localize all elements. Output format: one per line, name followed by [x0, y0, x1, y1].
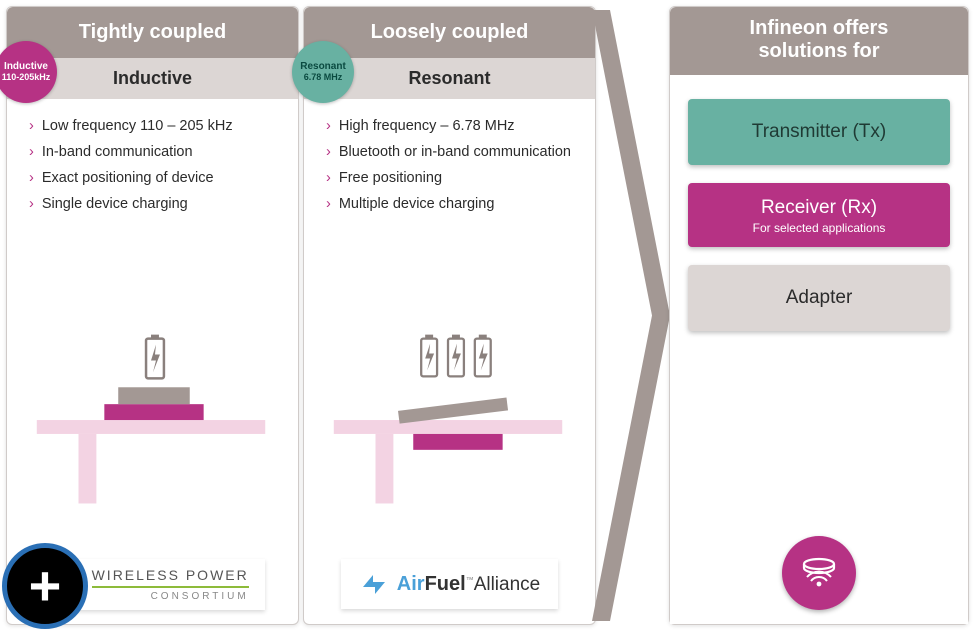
bullet-item: › In-band communication	[29, 143, 280, 161]
wireless-charging-icon	[782, 536, 856, 610]
panel-loosely-coupled: Loosely coupled Resonant6.78 MHz Resonan…	[303, 6, 596, 625]
bullet-list-inductive: › Low frequency 110 – 205 kHz › In-band com…	[7, 99, 298, 230]
bullet-item: › Multiple device charging	[326, 195, 577, 213]
solution-label: Receiver (Rx)	[698, 197, 940, 219]
bullet-text: Single device charging	[42, 195, 188, 213]
plus-icon: +	[29, 558, 62, 614]
bullet-text: In-band communication	[42, 143, 193, 161]
bullet-item: › High frequency – 6.78 MHz	[326, 117, 577, 135]
zoom-plus-button[interactable]: +	[2, 543, 88, 629]
resonant-diagram-svg	[304, 230, 595, 551]
chevron-arrow-icon	[592, 6, 672, 625]
wpc-line2: CONSORTIUM	[92, 591, 249, 602]
solution-label: Adapter	[698, 287, 940, 309]
title-line2: solutions for	[678, 40, 960, 63]
solution-box-tx: Transmitter (Tx)	[688, 99, 950, 165]
bullet-text: Exact positioning of device	[42, 169, 214, 187]
bullet-text: Bluetooth or in-band communication	[339, 143, 571, 161]
bullet-item: › Single device charging	[29, 195, 280, 213]
illustration-resonant	[304, 230, 595, 551]
logo-airfuel: AirFuel™Alliance	[304, 550, 595, 624]
airfuel-icon	[359, 569, 389, 599]
bullet-text: Low frequency 110 – 205 kHz	[42, 117, 233, 135]
bullet-item: › Low frequency 110 – 205 kHz	[29, 117, 280, 135]
bullet-text: High frequency – 6.78 MHz	[339, 117, 515, 135]
solution-box-rx: Receiver (Rx) For selected applications	[688, 183, 950, 247]
solution-sublabel: For selected applications	[698, 221, 940, 235]
title-line1: Infineon offers	[678, 17, 960, 40]
resonant-badge: Resonant6.78 MHz	[292, 41, 354, 103]
arrow-chevron	[600, 6, 665, 625]
chevron-icon: ›	[29, 143, 34, 161]
solution-box-adapter: Adapter	[688, 265, 950, 331]
panel-title: Infineon offers solutions for	[670, 7, 968, 75]
bullet-text: Multiple device charging	[339, 195, 495, 213]
solution-label: Transmitter (Tx)	[698, 121, 940, 143]
chevron-icon: ›	[29, 169, 34, 187]
inductive-diagram-svg	[7, 230, 298, 551]
bullet-item: › Free positioning	[326, 169, 577, 187]
bullet-text: Free positioning	[339, 169, 442, 187]
bullet-list-resonant: › High frequency – 6.78 MHz › Bluetooth or …	[304, 99, 595, 230]
wireless-charging-icon-wrap	[688, 526, 950, 610]
wpc-line1: WIRELESS POWER	[92, 567, 249, 583]
chevron-icon: ›	[29, 195, 34, 213]
panel-title: Tightly coupled	[7, 7, 298, 58]
illustration-inductive	[7, 230, 298, 551]
panel-solutions: Infineon offers solutions for Transmitte…	[669, 6, 969, 625]
chevron-icon: ›	[326, 117, 331, 135]
solutions-body: Transmitter (Tx) Receiver (Rx) For select…	[670, 75, 968, 624]
chevron-icon: ›	[326, 143, 331, 161]
bullet-item: › Exact positioning of device	[29, 169, 280, 187]
chevron-icon: ›	[29, 117, 34, 135]
chevron-icon: ›	[326, 169, 331, 187]
airfuel-text: AirFuel™Alliance	[397, 573, 540, 596]
panel-title: Loosely coupled	[304, 7, 595, 58]
panel-tightly-coupled: Tightly coupled Inductive110-205kHz Indu…	[6, 6, 299, 625]
chevron-icon: ›	[326, 195, 331, 213]
wpc-divider	[92, 586, 249, 588]
bullet-item: › Bluetooth or in-band communication	[326, 143, 577, 161]
infographic-container: Tightly coupled Inductive110-205kHz Indu…	[0, 0, 976, 631]
